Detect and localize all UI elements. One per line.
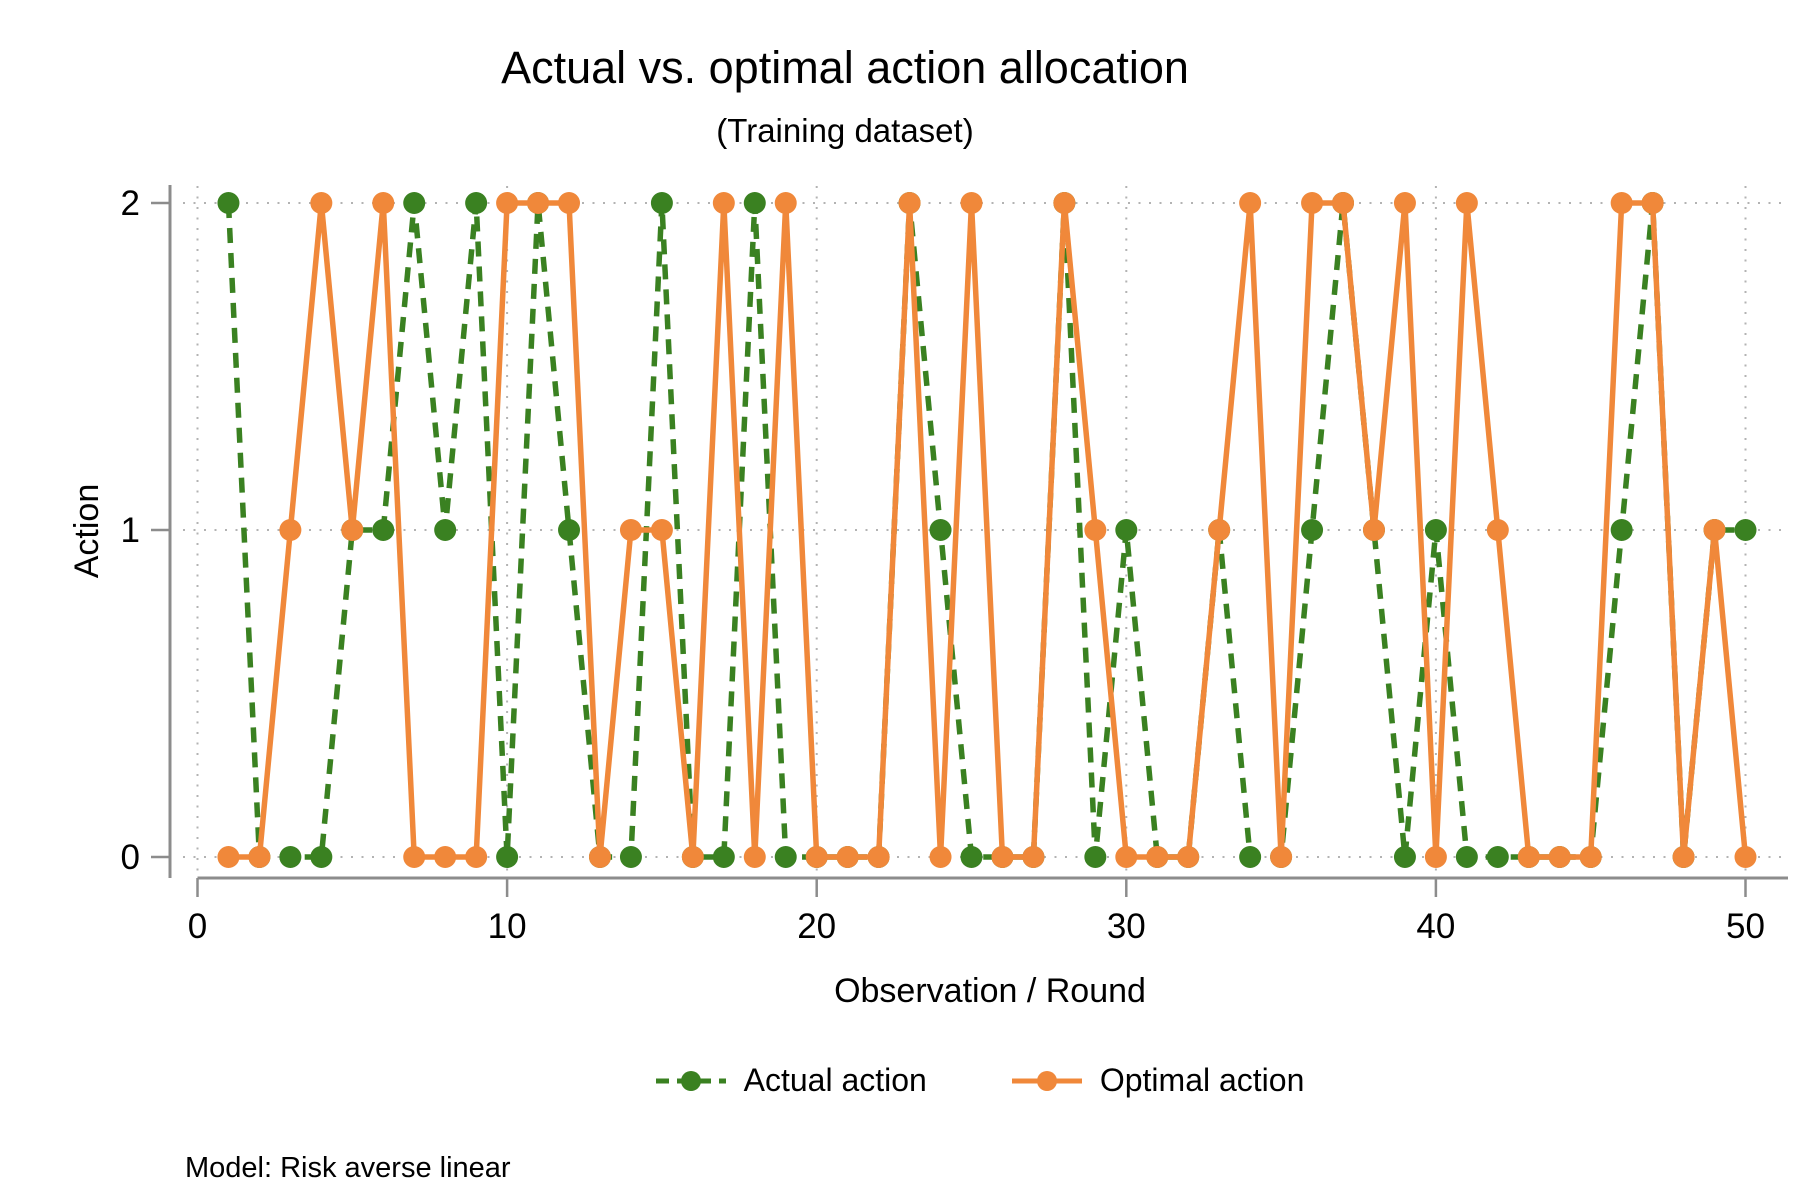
legend-swatch-optimal-icon bbox=[1011, 1070, 1082, 1091]
legend-item-optimal: Optimal action bbox=[1011, 1062, 1305, 1099]
svg-text:20: 20 bbox=[797, 907, 836, 946]
legend-swatch-actual-icon bbox=[655, 1070, 726, 1091]
legend-item-actual: Actual action bbox=[655, 1062, 927, 1099]
chart-title: Actual vs. optimal action allocation bbox=[501, 42, 1189, 93]
y-axis-title: Action bbox=[68, 483, 106, 579]
svg-text:0: 0 bbox=[121, 838, 140, 877]
svg-text:1: 1 bbox=[121, 511, 140, 550]
series-optimal-action bbox=[217, 192, 1757, 868]
legend-label-optimal: Optimal action bbox=[1099, 1062, 1305, 1098]
x-axis-title: Observation / Round bbox=[834, 972, 1146, 1010]
legend: Actual action Optimal action bbox=[154, 1062, 1806, 1099]
svg-text:30: 30 bbox=[1107, 907, 1146, 946]
svg-text:2: 2 bbox=[121, 184, 140, 223]
svg-text:40: 40 bbox=[1416, 907, 1455, 946]
svg-text:0: 0 bbox=[188, 907, 207, 946]
axes bbox=[151, 185, 1788, 897]
chart-subtitle: (Training dataset) bbox=[716, 112, 974, 149]
svg-text:10: 10 bbox=[488, 907, 527, 946]
legend-label-actual: Actual action bbox=[743, 1062, 927, 1098]
model-note: Model: Risk averse linear bbox=[185, 1152, 511, 1184]
svg-text:50: 50 bbox=[1726, 907, 1765, 946]
